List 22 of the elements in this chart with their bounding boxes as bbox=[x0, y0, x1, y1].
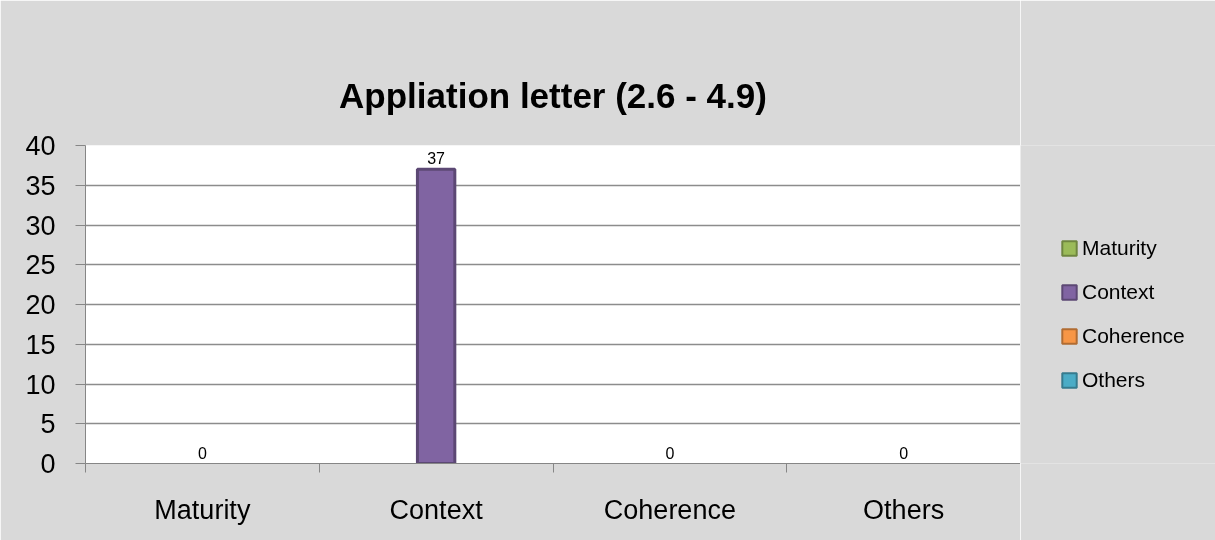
y-tick-label: 0 bbox=[40, 449, 56, 479]
data-label: 0 bbox=[197, 444, 207, 462]
x-tick-label: Context bbox=[389, 494, 484, 525]
legend-label: Others bbox=[1082, 368, 1146, 392]
legend-label: Coherence bbox=[1082, 324, 1185, 348]
data-label: 0 bbox=[899, 444, 909, 462]
y-tick-label: 35 bbox=[25, 170, 56, 201]
data-label: 37 bbox=[427, 150, 446, 168]
x-tick-label: Maturity bbox=[154, 494, 251, 525]
y-tick-label: 5 bbox=[40, 409, 56, 440]
legend-label: Maturity bbox=[1082, 236, 1157, 260]
y-tick-label: 30 bbox=[25, 210, 56, 241]
y-tick-label: 40 bbox=[25, 131, 56, 161]
y-tick-label: 15 bbox=[25, 329, 56, 360]
legend-label: Context bbox=[1082, 280, 1155, 304]
y-tick-label: 10 bbox=[25, 369, 56, 400]
x-tick-label: Coherence bbox=[603, 494, 736, 525]
y-tick-label: 20 bbox=[25, 290, 56, 320]
x-tick-label: Others bbox=[863, 494, 945, 525]
y-tick-label: 25 bbox=[25, 250, 56, 281]
data-label: 0 bbox=[665, 444, 675, 462]
chart-title: Appliation letter (2.6 - 4.9) bbox=[339, 75, 767, 115]
